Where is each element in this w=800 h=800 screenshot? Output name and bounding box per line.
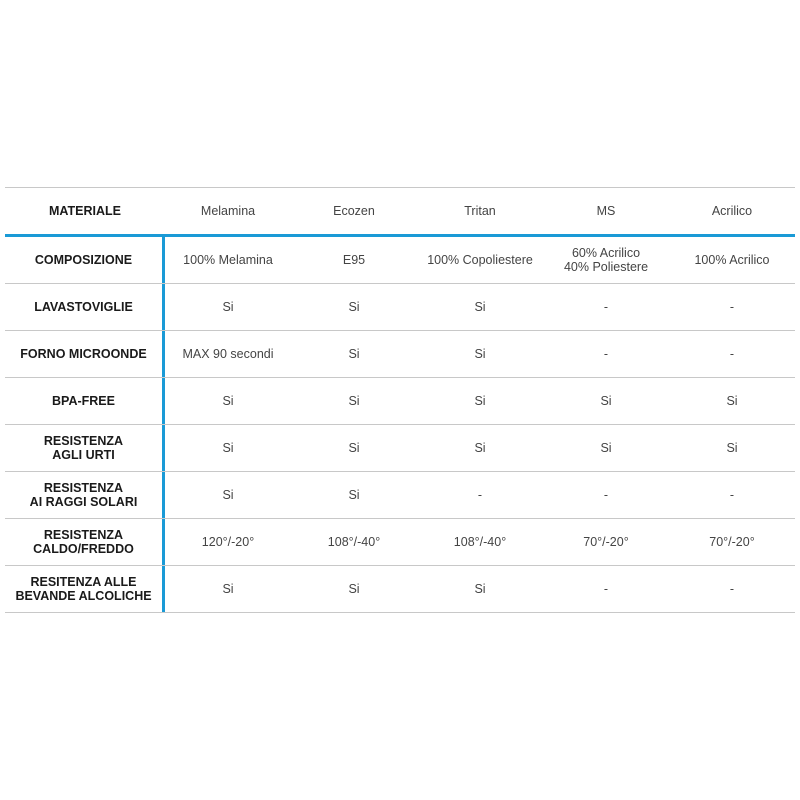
table-row: COMPOSIZIONE 100% Melamina E95 100% Copolie… xyxy=(5,237,795,284)
table-cell: Si xyxy=(222,441,234,455)
table-cell: Si xyxy=(474,347,486,361)
table-cell: 60% Acrilico 40% Poliestere xyxy=(563,246,649,274)
table-cell: Si xyxy=(474,300,486,314)
table-cell: - xyxy=(603,582,609,596)
table-cell: 70°/-20° xyxy=(583,535,629,549)
table-cell: 70°/-20° xyxy=(709,535,755,549)
table-cell: 108°/-40° xyxy=(327,535,381,549)
table-cell: Si xyxy=(222,582,234,596)
table-cell: Si xyxy=(222,488,234,502)
row-label: RESISTENZA CALDO/FREDDO xyxy=(5,519,165,565)
table-row: RESITENZA ALLE BEVANDE ALCOLICHE Si Si Si - - xyxy=(5,566,795,613)
table-cell: - xyxy=(729,488,735,502)
row-label: COMPOSIZIONE xyxy=(5,237,165,283)
header-label: MATERIALE xyxy=(49,204,121,218)
table-cell: 108°/-40° xyxy=(453,535,507,549)
row-label: FORNO MICROONDE xyxy=(5,331,165,377)
table-cell: E95 xyxy=(342,253,366,267)
column-header: Melamina xyxy=(200,204,256,218)
table-cell: Si xyxy=(348,582,360,596)
table-cell: - xyxy=(729,347,735,361)
table-cell: Si xyxy=(348,441,360,455)
table-row: RESISTENZA AI RAGGI SOLARI Si Si - - - xyxy=(5,472,795,519)
table-row: RESISTENZA CALDO/FREDDO 120°/-20° 108°/-40… xyxy=(5,519,795,566)
table-cell: 100% Copoliestere xyxy=(427,253,533,267)
table-cell: Si xyxy=(600,394,612,408)
table-cell: Si xyxy=(348,394,360,408)
table-cell: 100% Acrilico xyxy=(694,253,770,267)
row-label: BPA-FREE xyxy=(5,378,165,424)
table-cell: - xyxy=(729,300,735,314)
column-header: Acrilico xyxy=(711,204,753,218)
column-header: Ecozen xyxy=(333,204,375,218)
table-cell: 100% Melamina xyxy=(183,253,273,267)
table-row: LAVASTOVIGLIE Si Si Si - - xyxy=(5,284,795,331)
table-cell: Si xyxy=(348,488,360,502)
table-cell: - xyxy=(603,300,609,314)
table-cell: Si xyxy=(348,347,360,361)
column-header: MS xyxy=(596,204,616,218)
table-cell: - xyxy=(603,347,609,361)
row-label: RESITENZA ALLE BEVANDE ALCOLICHE xyxy=(5,566,165,612)
table-row: BPA-FREE Si Si Si Si Si xyxy=(5,378,795,425)
table-cell: Si xyxy=(474,582,486,596)
table-cell: Si xyxy=(222,394,234,408)
table-cell: - xyxy=(477,488,483,502)
row-label: LAVASTOVIGLIE xyxy=(5,284,165,330)
table-cell: Si xyxy=(600,441,612,455)
table-cell: MAX 90 secondi xyxy=(182,347,274,361)
table-cell: Si xyxy=(474,394,486,408)
table-cell: Si xyxy=(348,300,360,314)
row-label: RESISTENZA AI RAGGI SOLARI xyxy=(5,472,165,518)
table-cell: Si xyxy=(222,300,234,314)
table-cell: Si xyxy=(726,441,738,455)
table-header-row: MATERIALE Melamina Ecozen Tritan MS Acrilico xyxy=(5,188,795,237)
table-cell: - xyxy=(603,488,609,502)
materials-comparison-table: MATERIALE Melamina Ecozen Tritan MS Acrilico C… xyxy=(5,187,795,613)
table-row: FORNO MICROONDE MAX 90 secondi Si Si - - xyxy=(5,331,795,378)
row-label: RESISTENZA AGLI URTI xyxy=(5,425,165,471)
table-cell: 120°/-20° xyxy=(201,535,255,549)
table-cell: Si xyxy=(474,441,486,455)
table-cell: - xyxy=(729,582,735,596)
column-header: Tritan xyxy=(464,204,496,218)
table-cell: Si xyxy=(726,394,738,408)
table-row: RESISTENZA AGLI URTI Si Si Si Si Si xyxy=(5,425,795,472)
